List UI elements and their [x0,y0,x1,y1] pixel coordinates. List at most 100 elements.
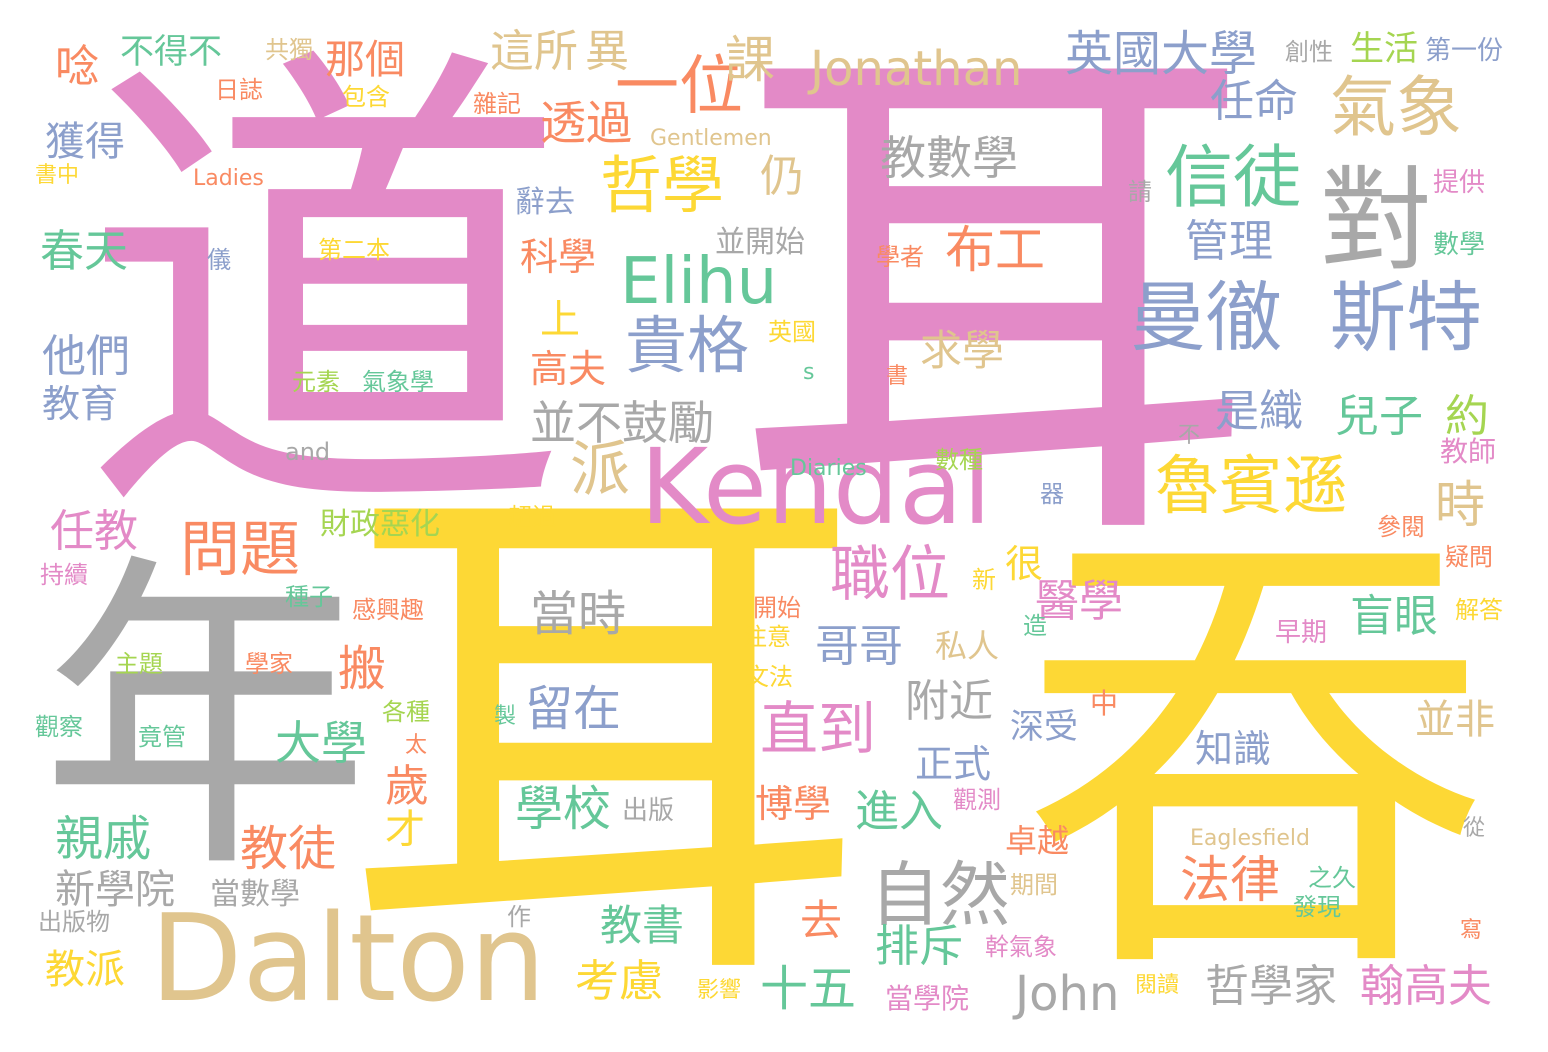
word: 財政惡化 [320,507,440,542]
word: 並不鼓勵 [530,396,714,450]
word: 辭去 [515,185,575,220]
word: 觀察 [35,713,83,741]
word: 十五 [760,961,857,1017]
word: 不 [1178,423,1201,448]
word: 仍 [760,151,804,202]
word: 任教 [50,506,138,557]
word: 醫學 [1035,576,1123,627]
word: 異 [585,26,629,77]
word: 出版物 [38,908,110,936]
word: 並非 [1415,697,1495,743]
word: 留在 [525,681,622,737]
word: 吞 [1020,486,1490,1033]
word: 太 [405,733,428,758]
word: 親戚 [55,811,152,867]
word: 主題 [115,650,163,678]
word: 歲 [385,761,429,812]
word: 製 [494,704,517,729]
word: 生活 [1350,29,1418,69]
word: 注意 [743,623,791,651]
word: 提供 [1433,168,1486,198]
word: 之久 [1308,864,1356,892]
word: Ladies [193,166,264,191]
word: 直到 [760,695,877,763]
word: 法律 [1180,851,1280,909]
word: 信徒 [1165,139,1302,218]
word: 閱讀 [1135,973,1180,998]
word: 器 [1040,480,1064,508]
word: 教育 [42,382,119,426]
word: Eaglesfield [1190,826,1310,851]
word: 學者 [876,243,924,271]
word: 才 [385,807,425,853]
word: 深受 [1010,707,1078,747]
word: 雜記 [473,90,521,118]
word: 氣象 [1330,69,1462,146]
word: 感興趣 [352,596,424,624]
word: 當學院 [885,982,970,1015]
word: 超過 [508,503,556,531]
word: 造 [1023,612,1047,640]
word: 附近 [905,676,993,727]
word: 派 [570,435,630,505]
word: 科學 [520,235,597,279]
word: 第一份 [1425,36,1504,66]
word: 教書 [600,901,685,950]
word: 書中 [35,163,80,188]
word: 持續 [40,561,88,589]
word: Kendal [640,426,992,548]
word: 貴格 [625,309,750,382]
word: 請 [1128,178,1152,206]
word: 儀 [207,246,231,274]
word: 參閱 [1377,513,1425,541]
word: Dalton [150,890,546,1029]
word: 自然 [870,854,1010,936]
word: 任命 [1210,76,1298,127]
word: 第二本 [318,236,390,264]
word: 道 [80,9,570,580]
word: Elihu [620,245,778,319]
word: 對 [1320,156,1432,286]
word: 去 [800,896,843,945]
word: 共獨 [265,36,313,64]
word: 是織 [1215,386,1303,437]
word: 知識 [1195,727,1272,771]
word: 當時 [530,586,627,642]
word: 大學 [275,716,367,770]
word: 耳 [730,0,1260,608]
word: 年 [40,528,370,912]
word: 一位 [615,50,743,124]
word: 斯特 [1330,273,1482,362]
word: 幹氣象 [985,933,1057,961]
word: 職位 [830,540,950,610]
word: 出版 [622,796,675,826]
word: 管理 [1185,216,1273,267]
word: 翰高夫 [1360,961,1492,1012]
word: 考慮 [575,956,663,1007]
word: 早期 [1275,618,1328,648]
word: 英國 [768,318,816,346]
word: 元素 [292,368,340,396]
word: 中 [1090,687,1119,720]
word: 課 [725,31,775,89]
word: 春天 [40,226,128,277]
word: s [803,360,815,385]
word: 種子 [285,583,333,611]
word: 這所 [490,26,578,77]
word: 卓越 [1005,822,1070,860]
word: 各種 [382,698,430,726]
word: 搬 [338,641,387,697]
word: 博學 [755,782,832,826]
word: Diaries [790,456,867,481]
word: 文法 [745,663,793,691]
word: 數學 [1433,230,1486,260]
word: 很 [1005,542,1044,586]
word: 不得不 [120,32,222,72]
word: 獲得 [45,119,125,165]
word: 私人 [935,627,1000,665]
word: 約 [1445,391,1489,442]
word: 教徒 [240,821,337,877]
word: 他們 [42,331,130,382]
word: 創性 [1285,38,1333,66]
word: 哲學家 [1205,961,1337,1012]
